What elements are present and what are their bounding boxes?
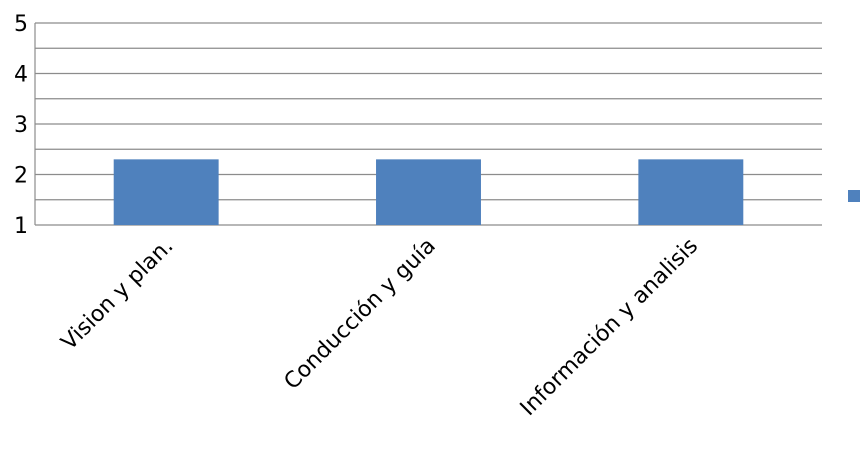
y-tick-label: 4: [14, 63, 28, 88]
y-tick-label: 1: [14, 214, 28, 239]
y-tick-label: 2: [14, 164, 28, 189]
y-tick-label: 5: [14, 12, 28, 37]
bars: [113, 159, 744, 225]
legend: [848, 190, 860, 202]
legend-swatch: [848, 190, 860, 202]
x-category-label: Vision y plan.: [57, 234, 179, 356]
x-category-labels: Vision y plan. Conducción y guía Informaci…: [57, 234, 703, 421]
bar: [376, 159, 481, 225]
bar: [113, 159, 219, 225]
x-category-label: Información y analisis: [516, 234, 703, 421]
x-category-label: Conducción y guía: [280, 234, 441, 395]
bar: [638, 159, 744, 225]
y-tick-label: 3: [14, 113, 28, 138]
y-tick-labels: 1 2 3 4 5: [14, 12, 28, 239]
